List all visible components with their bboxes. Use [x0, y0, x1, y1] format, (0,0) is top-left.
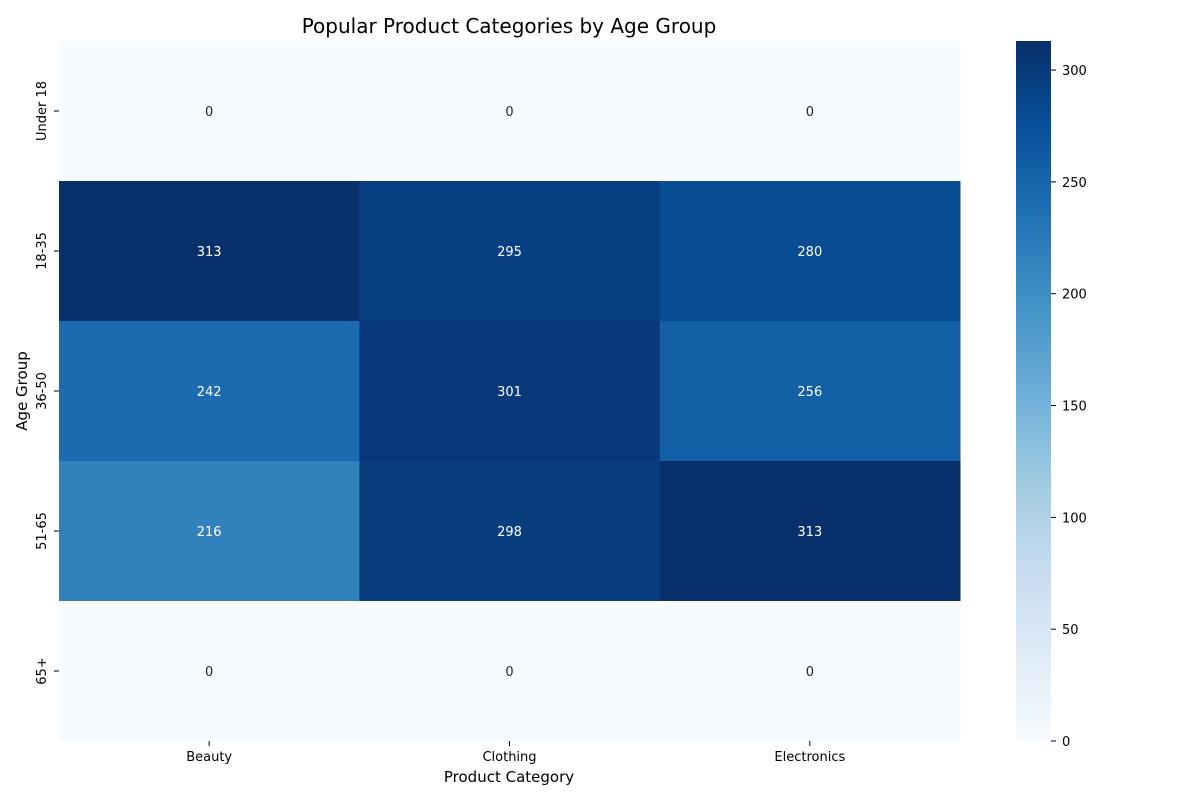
chart-title: Popular Product Categories by Age Group	[302, 14, 717, 38]
cell-value-label: 0	[505, 105, 513, 120]
y-tick-label: 65+	[35, 657, 50, 684]
heatmap-cell	[59, 321, 360, 462]
cell-value-label: 301	[497, 385, 522, 400]
heatmap-cell	[59, 181, 360, 322]
heatmap-cell	[59, 601, 360, 742]
heatmap-cell	[359, 461, 661, 602]
heatmap-cell	[659, 601, 961, 742]
x-axis-label: Product Category	[444, 768, 574, 786]
cell-value-label: 0	[205, 665, 213, 680]
colorbar-tick-label: 300	[1062, 64, 1087, 79]
y-tick-label: 51-65	[35, 512, 50, 550]
colorbar-tick-label: 200	[1062, 288, 1087, 303]
heatmap-cell	[59, 41, 360, 182]
cell-value-label: 313	[197, 245, 222, 260]
x-tick-label: Clothing	[482, 750, 536, 765]
cell-value-label: 216	[197, 525, 222, 540]
colorbar-tick-label: 150	[1062, 400, 1087, 415]
x-axis-ticks: Beauty Clothing Electronics	[186, 741, 845, 765]
y-axis-label: Age Group	[13, 351, 31, 430]
heatmap-cell	[359, 321, 661, 462]
cell-value-label: 280	[797, 245, 822, 260]
cell-value-label: 0	[806, 105, 814, 120]
colorbar	[1016, 41, 1051, 741]
colorbar-tick-label: 250	[1062, 176, 1087, 191]
heatmap-cell	[59, 461, 360, 602]
colorbar-ticks: 0 50 100 150 200 250 300	[1051, 64, 1087, 750]
cell-value-label: 313	[797, 525, 822, 540]
cell-value-label: 0	[806, 665, 814, 680]
y-tick-label: Under 18	[35, 81, 50, 141]
colorbar-tick-label: 100	[1062, 511, 1087, 526]
y-axis-ticks: Under 18 18-35 36-50 51-65 65+	[35, 81, 59, 685]
cell-value-label: 0	[505, 665, 513, 680]
heatmap-cell	[659, 461, 961, 602]
y-tick-label: 18-35	[35, 232, 50, 270]
heatmap-cell	[359, 181, 661, 322]
heatmap-cell	[659, 181, 961, 322]
colorbar-tick-label: 50	[1062, 623, 1079, 638]
cell-value-label: 0	[205, 105, 213, 120]
cell-value-label: 242	[197, 385, 222, 400]
x-tick-label: Beauty	[186, 750, 232, 765]
cell-value-label: 256	[797, 385, 822, 400]
cell-value-label: 298	[497, 525, 522, 540]
x-tick-label: Electronics	[774, 750, 845, 765]
heatmap-cell	[359, 41, 661, 182]
heatmap-cell	[359, 601, 661, 742]
heatmap-cells: 0 0 0 313 295 280 242 301 256 216 298 313 0 0 0	[59, 41, 961, 742]
cell-value-label: 295	[497, 245, 522, 260]
y-tick-label: 36-50	[35, 372, 50, 410]
heatmap-cell	[659, 41, 961, 182]
heatmap-cell	[659, 321, 961, 462]
colorbar-tick-label: 0	[1062, 735, 1070, 750]
